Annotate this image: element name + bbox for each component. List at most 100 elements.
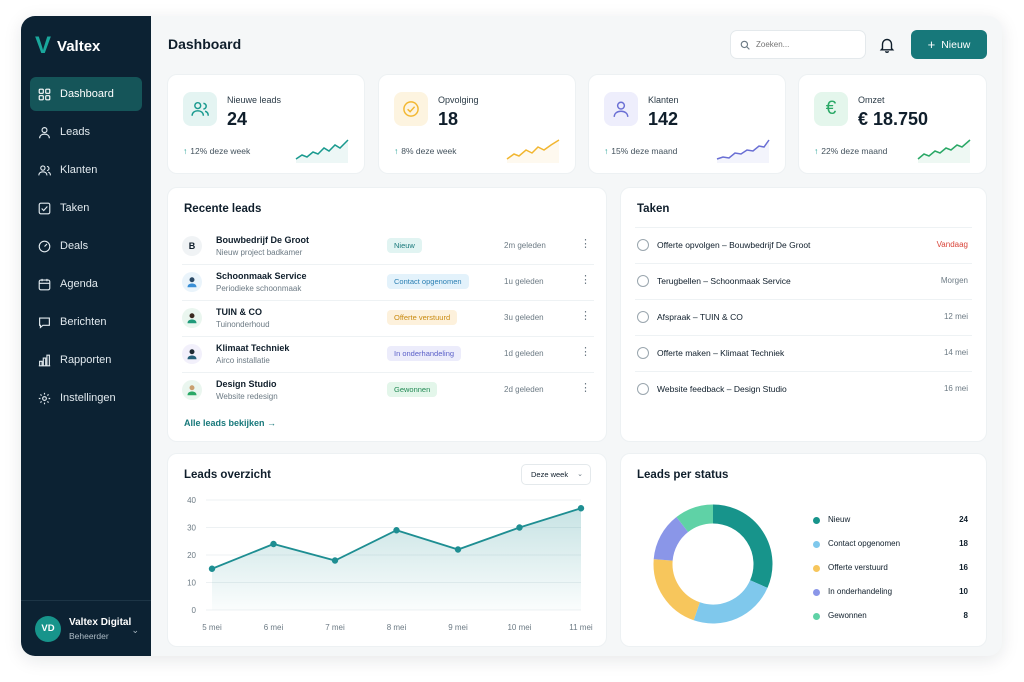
sidebar-item-taken[interactable]: Taken [30, 191, 142, 225]
status-badge: Nieuw [387, 238, 422, 253]
app-name: Valtex [57, 37, 101, 55]
legend-value: 16 [959, 563, 968, 572]
stat-card-klanten[interactable]: Klanten 142 ↑ 15% deze maand [588, 74, 786, 174]
range-select[interactable]: Deze week ⌄ [521, 464, 591, 485]
stat-label: Opvolging [438, 95, 479, 105]
gauge-icon [38, 240, 51, 253]
y-tick-label: 30 [187, 524, 196, 533]
lead-time: 3u geleden [504, 313, 544, 322]
y-tick-label: 0 [192, 606, 197, 615]
stat-label: Nieuwe leads [227, 95, 282, 105]
sidebar-item-label: Taken [60, 202, 90, 214]
sidebar-item-leads[interactable]: Leads [30, 115, 142, 149]
sidebar-item-berichten[interactable]: Berichten [30, 305, 142, 339]
avatar: VD [35, 615, 61, 642]
more-options-icon[interactable]: ⋮ [580, 382, 591, 394]
arrow-up-icon: ↑ [604, 146, 609, 156]
table-row[interactable]: Klimaat Techniek Airco installatie In on… [182, 337, 594, 373]
user-profile[interactable]: VD Valtex Digital Beheerder ⌄ [21, 600, 151, 656]
task-text: Website feedback – Design Studio [657, 384, 787, 394]
task-item[interactable]: Afspraak – TUIN & CO 12 mei [635, 299, 972, 335]
task-item[interactable]: Offerte opvolgen – Bouwbedrijf De Groot … [635, 227, 972, 263]
legend-item: Gewonnen 8 [813, 610, 968, 624]
stat-card-opvolging[interactable]: Opvolging 18 ↑ 8% deze week [378, 74, 576, 174]
grid-icon [38, 88, 51, 101]
lead-name: Design Studio [216, 379, 277, 389]
status-chart-card: Leads per status Nieuw 24 Contact opgenome… [620, 453, 987, 647]
sidebar-item-dashboard[interactable]: Dashboard [30, 77, 142, 111]
legend-label: Contact opgenomen [828, 539, 901, 548]
chevron-down-icon[interactable]: ⌄ [131, 625, 139, 635]
data-point [393, 527, 400, 534]
task-item[interactable]: Website feedback – Design Studio 16 mei [635, 371, 972, 407]
sidebar-item-label: Deals [60, 240, 89, 252]
person-avatar-icon [182, 308, 202, 328]
stat-value: 24 [227, 109, 248, 129]
lead-name: Klimaat Techniek [216, 343, 290, 353]
more-options-icon[interactable]: ⋮ [580, 274, 591, 286]
sidebar: V Valtex Dashboard Leads Klanten Taken [21, 16, 151, 656]
sidebar-item-rapporten[interactable]: Rapporten [30, 343, 142, 377]
task-checkbox[interactable] [637, 383, 649, 395]
lead-description: Tuinonderhoud [216, 320, 270, 329]
new-button-label: Nieuw [941, 38, 971, 51]
sidebar-item-klanten[interactable]: Klanten [30, 153, 142, 187]
more-options-icon[interactable]: ⋮ [580, 238, 591, 250]
lead-name: TUIN & CO [216, 307, 262, 317]
donut-slice [653, 517, 689, 562]
sidebar-item-label: Agenda [60, 278, 98, 290]
section-title: Leads per status [637, 469, 729, 481]
more-options-icon[interactable]: ⋮ [580, 310, 591, 322]
x-tick-label: 9 mei [448, 623, 468, 632]
x-tick-label: 5 mei [202, 623, 222, 632]
donut-slice [653, 559, 701, 621]
table-row[interactable]: TUIN & CO Tuinonderhoud Offerte verstuur… [182, 301, 594, 337]
legend-item: Contact opgenomen 18 [813, 538, 968, 552]
table-row[interactable]: Schoonmaak Service Periodieke schoonmaak… [182, 265, 594, 301]
search-box[interactable] [730, 30, 866, 59]
donut-slice [693, 579, 768, 624]
data-point [454, 546, 462, 553]
sidebar-item-deals[interactable]: Deals [30, 229, 142, 263]
sparkline [295, 139, 349, 163]
table-row[interactable]: Design Studio Website redesign Gewonnen … [182, 373, 594, 409]
lead-description: Airco installatie [216, 356, 270, 365]
sidebar-item-label: Berichten [60, 316, 107, 328]
stat-label: Omzet [858, 95, 885, 105]
data-point [270, 540, 277, 548]
lead-description: Nieuw project badkamer [216, 248, 303, 257]
y-tick-label: 40 [187, 496, 196, 505]
sidebar-item-agenda[interactable]: Agenda [30, 267, 142, 301]
status-badge: Gewonnen [387, 382, 438, 397]
new-button[interactable]: + Nieuw [911, 30, 987, 59]
sidebar-item-label: Dashboard [60, 88, 114, 100]
task-checkbox[interactable] [637, 311, 649, 323]
lead-description: Website redesign [216, 392, 278, 401]
task-text: Terugbellen – Schoonmaak Service [657, 276, 791, 286]
task-item[interactable]: Offerte maken – Klimaat Techniek 14 mei [635, 335, 972, 371]
task-text: Offerte opvolgen – Bouwbedrijf De Groot [657, 240, 811, 250]
stat-card-omzet[interactable]: € Omzet € 18.750 ↑ 22% deze maand [798, 74, 987, 174]
status-badge: Offerte verstuurd [387, 310, 458, 325]
sidebar-item-instellingen[interactable]: Instellingen [30, 381, 142, 415]
status-badge: Contact opgenomen [387, 274, 469, 289]
lead-time: 2d geleden [504, 385, 544, 394]
brand[interactable]: V Valtex [35, 34, 100, 58]
sparkline [716, 139, 770, 163]
task-checkbox[interactable] [637, 347, 649, 359]
main-content: Dashboard + Nieuw Nieuwe leads 24 ↑12% d… [151, 16, 1002, 656]
all-leads-link[interactable]: Alle leads bekijken → [184, 418, 277, 428]
task-item[interactable]: Terugbellen – Schoonmaak Service Morgen [635, 263, 972, 299]
task-checkbox[interactable] [637, 275, 649, 287]
notification-bell-icon[interactable] [878, 36, 896, 54]
x-tick-label: 6 mei [264, 623, 284, 632]
x-tick-label: 7 mei [325, 623, 345, 632]
stat-label: Klanten [648, 95, 679, 105]
table-row[interactable]: B Bouwbedrijf De Groot Nieuw project bad… [182, 229, 594, 265]
search-input[interactable] [756, 40, 856, 49]
more-options-icon[interactable]: ⋮ [580, 346, 591, 358]
stat-card-nieuwe-leads[interactable]: Nieuwe leads 24 ↑ 12% deze week [167, 74, 365, 174]
task-checkbox[interactable] [637, 239, 649, 251]
x-tick-label: 10 mei [507, 623, 531, 632]
legend-value: 24 [959, 515, 968, 524]
